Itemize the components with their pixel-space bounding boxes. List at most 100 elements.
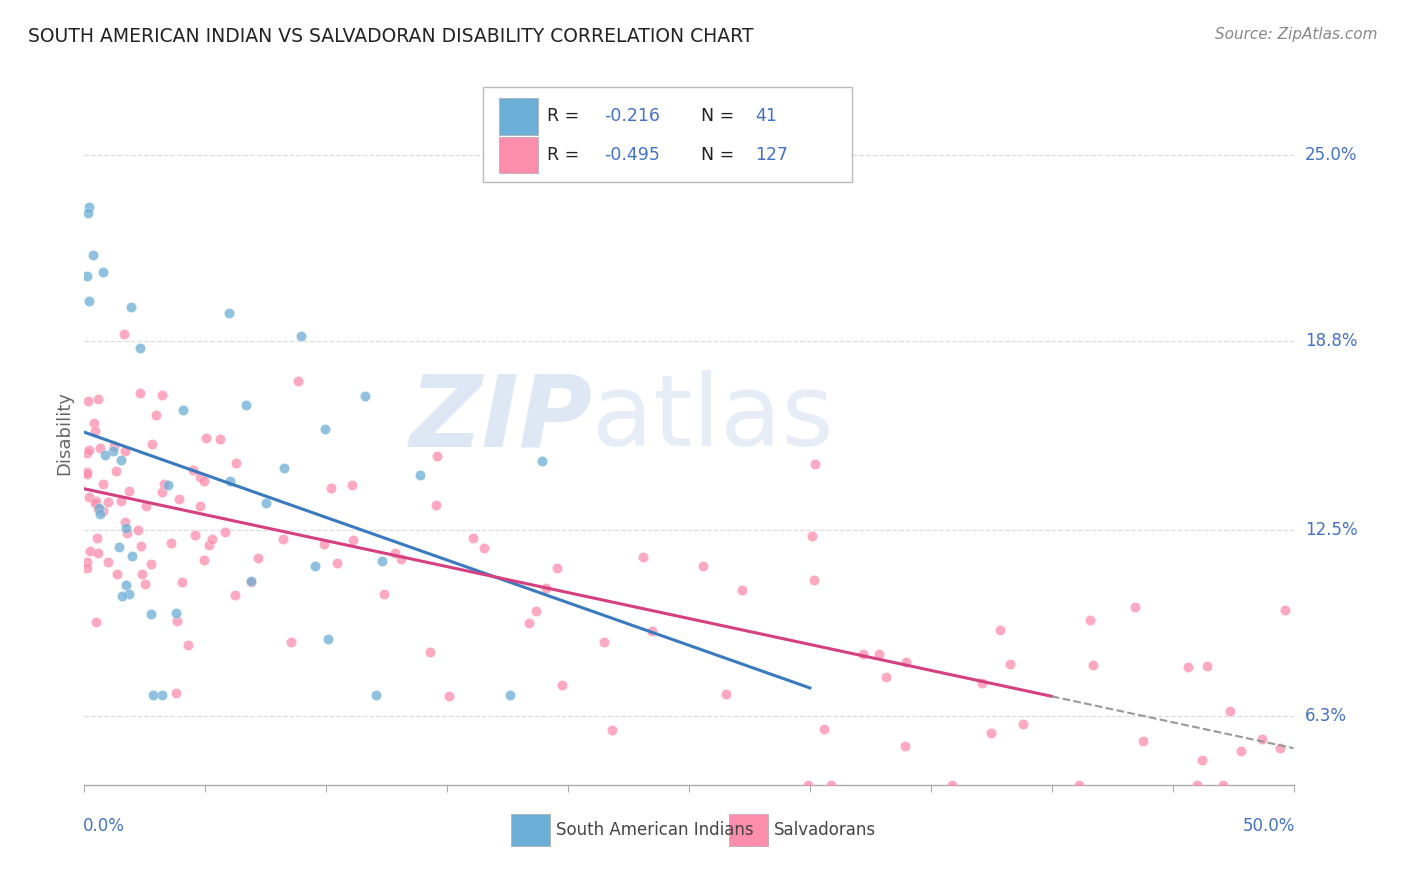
Point [280, 634, 302, 648]
Point [988, 623, 1011, 637]
Point [135, 499, 157, 513]
Point [366, 688, 388, 702]
Point [105, 464, 128, 478]
Point [1229, 744, 1251, 758]
Point [240, 574, 263, 588]
Point [114, 516, 136, 530]
Point [551, 678, 574, 692]
Text: atlas: atlas [592, 370, 834, 467]
Point [371, 554, 394, 568]
Point [631, 550, 654, 565]
Point [499, 688, 522, 702]
Point [77, 443, 100, 458]
Point [93, 476, 115, 491]
Point [103, 439, 125, 453]
Text: 12.5%: 12.5% [1305, 521, 1357, 539]
Point [194, 431, 217, 445]
Text: -0.216: -0.216 [605, 107, 661, 125]
Text: ZIP: ZIP [409, 370, 592, 467]
Text: N =: N = [702, 146, 740, 164]
Point [121, 549, 143, 564]
Point [83, 496, 105, 510]
Point [970, 675, 993, 690]
Point [201, 532, 224, 546]
Point [152, 387, 174, 401]
FancyBboxPatch shape [512, 814, 550, 847]
Point [188, 470, 211, 484]
Point [97, 495, 120, 509]
Point [373, 587, 395, 601]
Point [546, 560, 568, 574]
Point [1219, 704, 1241, 718]
Point [426, 449, 449, 463]
Point [77, 206, 100, 220]
Point [271, 532, 294, 546]
Point [110, 452, 132, 467]
Point [145, 408, 167, 422]
Point [115, 521, 138, 535]
Point [165, 606, 187, 620]
Point [419, 645, 441, 659]
Point [1191, 753, 1213, 767]
Point [77, 200, 100, 214]
Point [76, 393, 98, 408]
Point [76, 446, 98, 460]
Text: 6.3%: 6.3% [1305, 707, 1347, 725]
Point [139, 558, 162, 572]
Point [287, 374, 309, 388]
FancyBboxPatch shape [484, 87, 852, 183]
Point [641, 624, 664, 638]
Point [1195, 658, 1218, 673]
Point [1185, 778, 1208, 792]
Point [89, 441, 111, 455]
Point [82, 248, 104, 262]
Point [118, 587, 141, 601]
Point [170, 575, 193, 590]
Point [894, 739, 917, 753]
Point [1268, 740, 1291, 755]
Text: SOUTH AMERICAN INDIAN VS SALVADORAN DISABILITY CORRELATION CHART: SOUTH AMERICAN INDIAN VS SALVADORAN DISA… [28, 27, 754, 45]
Point [181, 463, 204, 477]
Point [801, 529, 824, 543]
Point [731, 582, 754, 597]
FancyBboxPatch shape [728, 814, 768, 847]
Point [128, 386, 150, 401]
Point [84, 615, 107, 630]
Point [342, 533, 364, 547]
Point [214, 525, 236, 540]
Point [172, 403, 194, 417]
Point [389, 552, 412, 566]
Point [875, 670, 897, 684]
Point [273, 461, 295, 475]
Point [77, 490, 100, 504]
Text: South American Indians: South American Indians [555, 821, 754, 839]
Point [1274, 603, 1296, 617]
Point [314, 422, 336, 436]
Point [76, 465, 98, 479]
Point [321, 481, 343, 495]
Point [536, 581, 558, 595]
Point [1000, 657, 1022, 672]
Point [384, 546, 406, 560]
Point [87, 501, 110, 516]
Point [1078, 613, 1101, 627]
Point [141, 607, 163, 622]
Point [83, 417, 105, 431]
Y-axis label: Disability: Disability [55, 391, 73, 475]
Text: Source: ZipAtlas.com: Source: ZipAtlas.com [1215, 27, 1378, 42]
Point [593, 635, 616, 649]
Point [240, 574, 263, 589]
Point [83, 424, 105, 438]
Text: -0.495: -0.495 [605, 146, 661, 164]
Point [76, 269, 98, 284]
Point [803, 573, 825, 587]
Point [89, 507, 111, 521]
Point [524, 604, 547, 618]
Point [141, 436, 163, 450]
FancyBboxPatch shape [499, 98, 538, 135]
Point [425, 498, 447, 512]
Point [342, 478, 364, 492]
Point [115, 525, 138, 540]
Point [1251, 731, 1274, 746]
Point [91, 504, 114, 518]
